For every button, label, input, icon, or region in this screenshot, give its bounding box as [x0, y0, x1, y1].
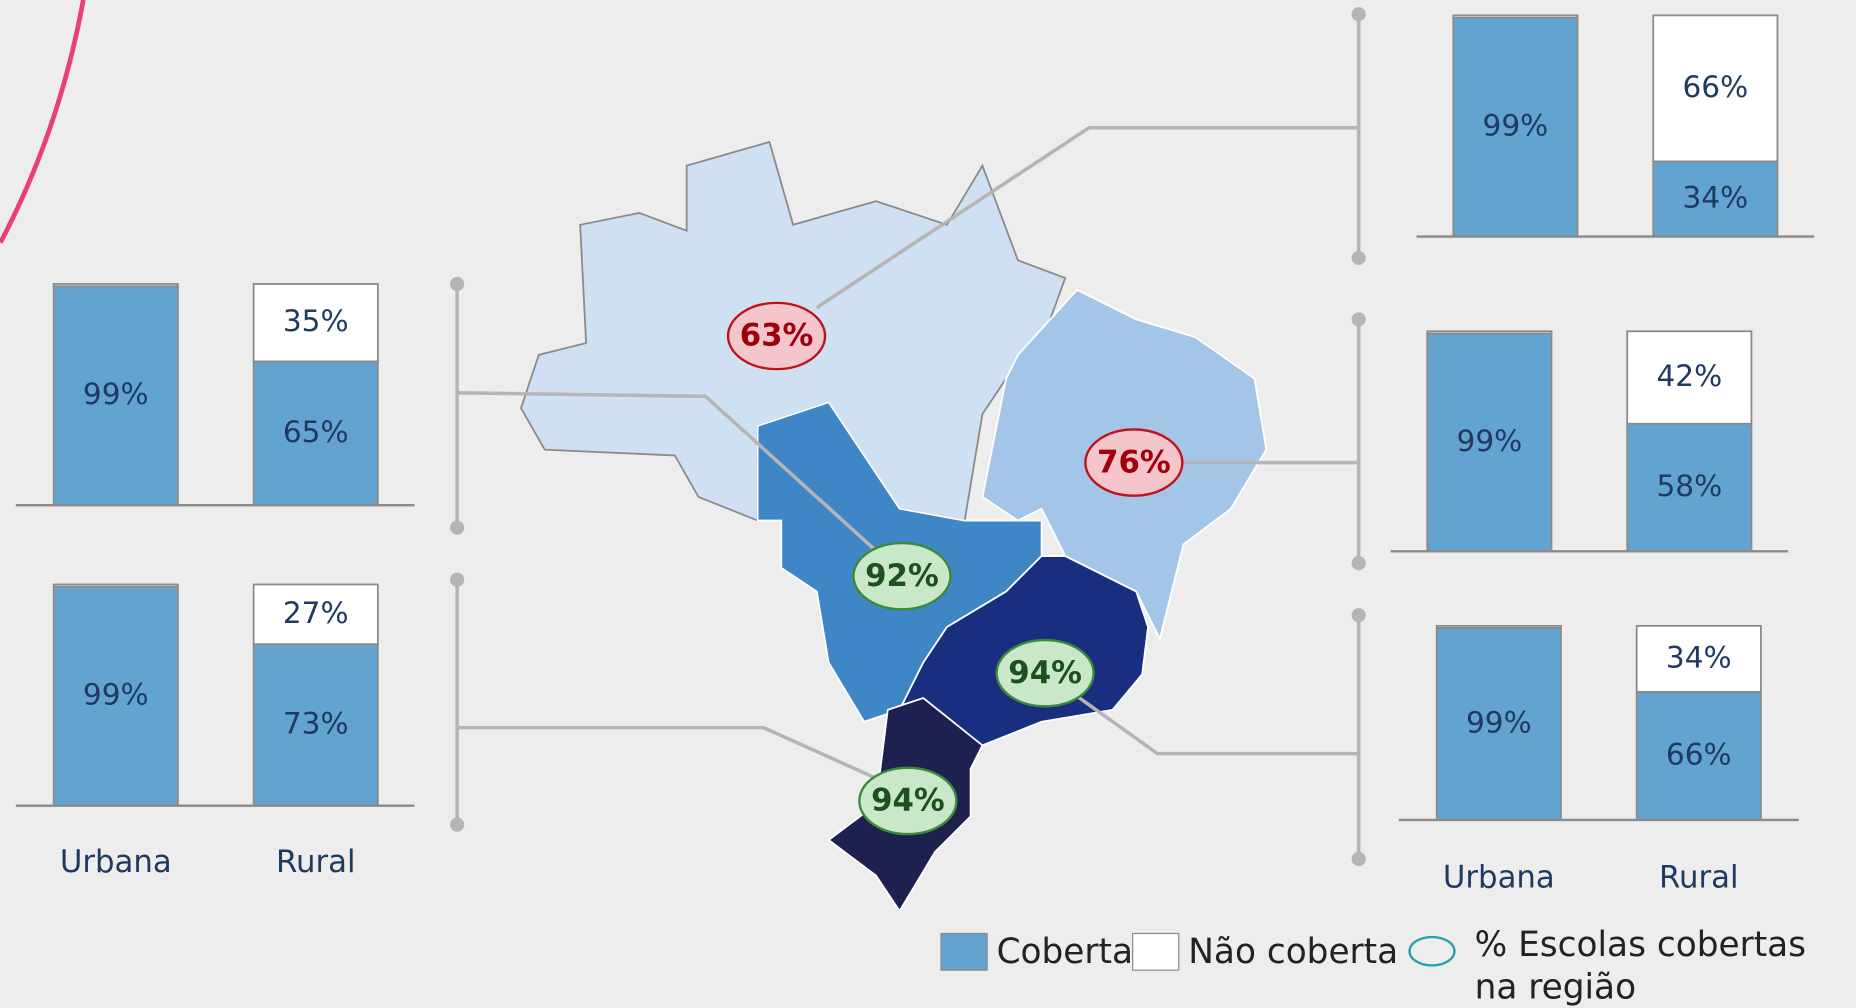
- value-label: 58%: [1656, 469, 1722, 503]
- value-label: 66%: [1682, 70, 1748, 104]
- region-value: 92%: [865, 558, 939, 594]
- value-label: 42%: [1656, 359, 1722, 393]
- value-label: 35%: [283, 304, 349, 338]
- dot: [450, 520, 465, 535]
- dot: [1351, 250, 1366, 266]
- region-bubble: [852, 541, 952, 611]
- bar-segment: [52, 283, 179, 288]
- value-label: 34%: [1682, 181, 1748, 215]
- connector: [1070, 690, 1359, 756]
- dot: [1351, 608, 1366, 623]
- bar-segment: [1452, 16, 1579, 238]
- value-label: 99%: [1457, 424, 1523, 458]
- bar-segment: [52, 585, 179, 807]
- bar-segment: [1435, 624, 1562, 629]
- legend: Coberta Não coberta % Escolas cobertas n…: [940, 924, 1807, 1007]
- decor-arc: [0, 0, 86, 244]
- bar-segment: [1635, 690, 1762, 821]
- dot: [450, 276, 465, 292]
- value-label: 99%: [83, 678, 149, 712]
- category-label: Rural: [276, 844, 356, 880]
- bar-segment: [1635, 624, 1762, 693]
- connector: [815, 126, 1359, 310]
- connectors: [455, 14, 1361, 859]
- legend-label: % Escolas cobertas na região: [1474, 924, 1807, 1007]
- bar-segment: [252, 583, 379, 646]
- category-label: Urbana: [60, 844, 172, 880]
- legend-swatch: [940, 932, 988, 971]
- dot: [1351, 556, 1366, 571]
- legend-label: Coberta: [997, 932, 1133, 972]
- bar-segment: [252, 283, 379, 363]
- bar-segment: [1652, 14, 1779, 163]
- region-bubble: [1084, 428, 1184, 497]
- value-label: 99%: [1466, 705, 1532, 739]
- value-label: 73%: [283, 706, 349, 740]
- bracket-dots: [450, 7, 1366, 867]
- bar-segment: [52, 583, 179, 588]
- dot: [1351, 7, 1366, 22]
- category-label: Rural: [1659, 860, 1739, 896]
- dot: [450, 817, 465, 832]
- value-label: 34%: [1666, 640, 1732, 674]
- legend-swatch: [1132, 932, 1180, 971]
- region-bubble: [858, 766, 958, 836]
- dot: [450, 572, 465, 587]
- connector: [457, 391, 884, 558]
- legend-bubble: [1408, 935, 1456, 967]
- bar-segment: [1652, 160, 1779, 238]
- value-label: 66%: [1666, 737, 1732, 771]
- region-value: 76%: [1097, 444, 1171, 480]
- region-bubble: [995, 638, 1095, 708]
- dot: [1351, 312, 1366, 327]
- legend-bubble-box: % Escolas cobertas na região: [1474, 924, 1807, 1007]
- dot: [1351, 851, 1366, 867]
- bar-segment: [1452, 14, 1579, 19]
- region-value: 63%: [740, 318, 814, 354]
- bar-segment: [1426, 330, 1553, 335]
- region-value: 94%: [871, 783, 945, 819]
- value-label: 99%: [1483, 109, 1549, 143]
- connector: [457, 725, 883, 783]
- bar-segment: [1626, 330, 1753, 425]
- bar-segment: [52, 285, 179, 507]
- category-label: Urbana: [1443, 860, 1555, 896]
- bar-segment: [1626, 422, 1753, 553]
- bar-segment: [1435, 626, 1562, 821]
- region-bubble: [726, 301, 827, 371]
- value-label: 99%: [83, 377, 149, 411]
- value-label: 27%: [283, 596, 349, 630]
- region-value: 94%: [1008, 655, 1082, 691]
- legend-label: Não coberta: [1188, 932, 1398, 972]
- value-label: 65%: [283, 415, 349, 449]
